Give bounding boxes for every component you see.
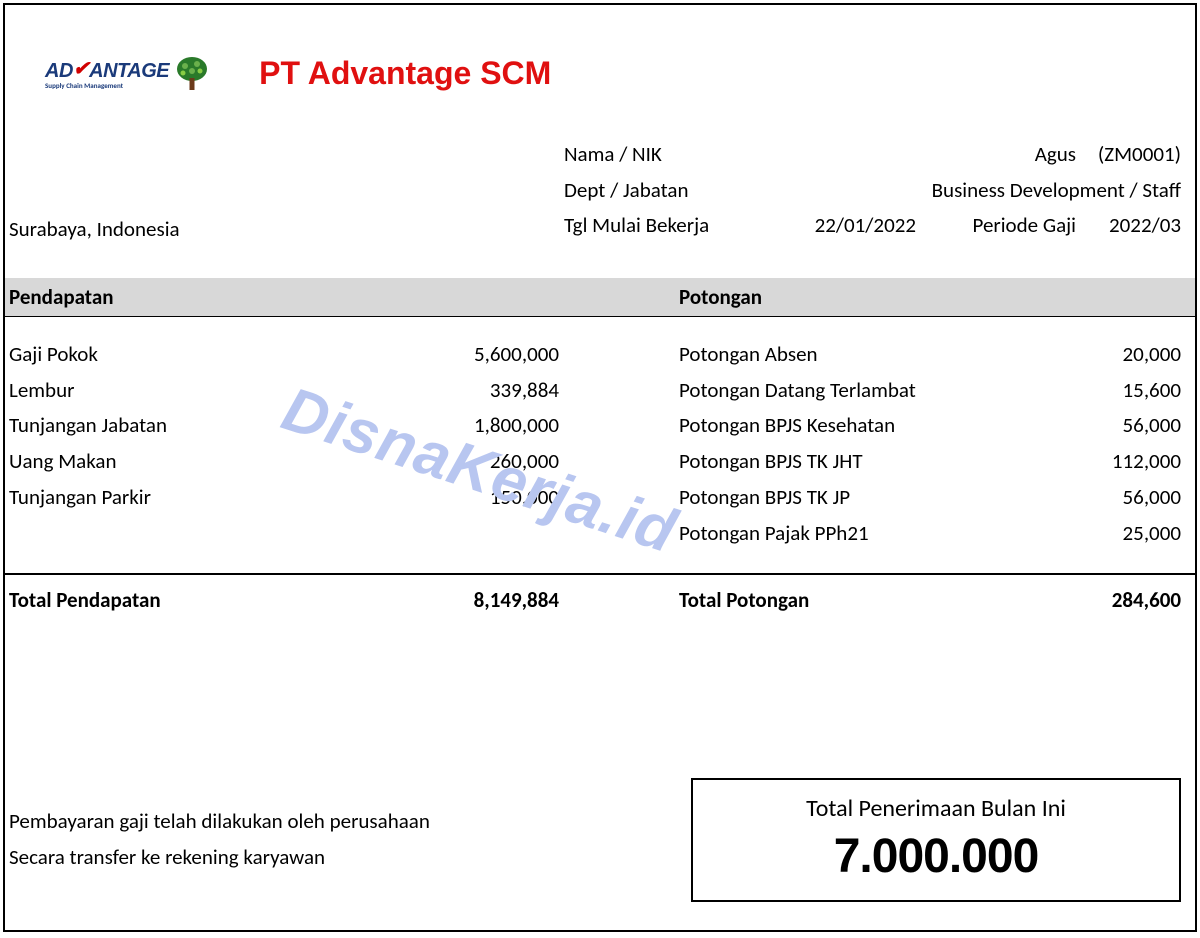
deduction-list: Potongan Absen20,000Potongan Datang Terl… — [675, 337, 1195, 551]
name-label: Nama / NIK — [564, 137, 764, 173]
employee-nik: (ZM0001) — [1084, 137, 1181, 173]
payment-note: Pembayaran gaji telah dilakukan oleh per… — [9, 804, 691, 875]
total-income-label: Total Pendapatan — [9, 587, 429, 613]
employee-name: Agus — [924, 137, 1084, 173]
period-label: Periode Gaji — [924, 208, 1084, 244]
deduction-item-name: Potongan BPJS Kesehatan — [679, 408, 1051, 444]
tables: Gaji Pokok5,600,000Lembur339,884Tunjanga… — [5, 317, 1195, 551]
deduction-item: Potongan Absen20,000 — [679, 337, 1181, 373]
deduction-item: Potongan BPJS Kesehatan56,000 — [679, 408, 1181, 444]
deduction-item: Potongan Pajak PPh2125,000 — [679, 516, 1181, 552]
section-headers: Pendapatan Potongan — [5, 278, 1195, 317]
income-item-name: Gaji Pokok — [9, 337, 429, 373]
info-block: Surabaya, Indonesia Nama / NIK Agus (ZM0… — [5, 92, 1195, 254]
deduction-item-amount: 56,000 — [1051, 480, 1181, 516]
deduction-item-name: Potongan Absen — [679, 337, 1051, 373]
advantage-logo: AD✔ANTAGE Supply Chain Management — [45, 58, 169, 90]
location: Surabaya, Indonesia — [9, 216, 180, 242]
deduction-item-amount: 20,000 — [1051, 337, 1181, 373]
income-item-amount: 1,800,000 — [429, 408, 559, 444]
net-total-label: Total Penerimaan Bulan Ini — [703, 794, 1169, 823]
income-item-amount: 260,000 — [429, 444, 559, 480]
total-deduction-value: 284,600 — [1051, 587, 1181, 613]
deduction-item-amount: 112,000 — [1051, 444, 1181, 480]
note-line-1: Pembayaran gaji telah dilakukan oleh per… — [9, 804, 691, 840]
income-item-name: Uang Makan — [9, 444, 429, 480]
deduction-item-name: Potongan BPJS TK JP — [679, 480, 1051, 516]
start-label: Tgl Mulai Bekerja — [564, 208, 764, 244]
payslip-page: AD✔ANTAGE Supply Chain Management PT Adv… — [3, 3, 1197, 932]
deduction-item-name: Potongan Pajak PPh21 — [679, 516, 1051, 552]
totals-row: Total Pendapatan 8,149,884 Total Potonga… — [5, 573, 1195, 613]
employee-info: Nama / NIK Agus (ZM0001) Dept / Jabatan … — [564, 137, 1181, 244]
income-item-name: Tunjangan Parkir — [9, 480, 429, 516]
income-item-amount: 339,884 — [429, 373, 559, 409]
start-date: 22/01/2022 — [764, 208, 924, 244]
company-name: PT Advantage SCM — [259, 55, 551, 92]
income-item-name: Lembur — [9, 373, 429, 409]
income-header: Pendapatan — [5, 284, 675, 310]
footer: Pembayaran gaji telah dilakukan oleh per… — [9, 778, 1181, 902]
note-line-2: Secara transfer ke rekening karyawan — [9, 840, 691, 876]
income-item-amount: 5,600,000 — [429, 337, 559, 373]
deduction-item-amount: 15,600 — [1051, 373, 1181, 409]
deduction-item-name: Potongan BPJS TK JHT — [679, 444, 1051, 480]
total-deduction-label: Total Potongan — [679, 587, 1051, 613]
income-item: Uang Makan260,000 — [9, 444, 559, 480]
income-item: Gaji Pokok5,600,000 — [9, 337, 559, 373]
total-income-value: 8,149,884 — [429, 587, 559, 613]
income-item: Tunjangan Parkir150,000 — [9, 480, 559, 516]
net-total-box: Total Penerimaan Bulan Ini 7.000.000 — [691, 778, 1181, 902]
income-list: Gaji Pokok5,600,000Lembur339,884Tunjanga… — [5, 337, 675, 551]
deduction-item-name: Potongan Datang Terlambat — [679, 373, 1051, 409]
income-item: Tunjangan Jabatan1,800,000 — [9, 408, 559, 444]
deduction-item: Potongan BPJS TK JP56,000 — [679, 480, 1181, 516]
tree-icon — [175, 56, 209, 92]
company-logo: AD✔ANTAGE Supply Chain Management — [45, 56, 209, 92]
employee-dept: Business Development / Staff — [924, 173, 1181, 209]
dept-label: Dept / Jabatan — [564, 173, 764, 209]
period-value: 2022/03 — [1084, 208, 1181, 244]
header: AD✔ANTAGE Supply Chain Management PT Adv… — [5, 5, 1195, 92]
deduction-header: Potongan — [675, 284, 1195, 310]
deduction-item: Potongan Datang Terlambat15,600 — [679, 373, 1181, 409]
income-item: Lembur339,884 — [9, 373, 559, 409]
deduction-item-amount: 25,000 — [1051, 516, 1181, 552]
income-item-name: Tunjangan Jabatan — [9, 408, 429, 444]
net-total-value: 7.000.000 — [703, 829, 1169, 884]
income-item-amount: 150,000 — [429, 480, 559, 516]
deduction-item-amount: 56,000 — [1051, 408, 1181, 444]
deduction-item: Potongan BPJS TK JHT112,000 — [679, 444, 1181, 480]
